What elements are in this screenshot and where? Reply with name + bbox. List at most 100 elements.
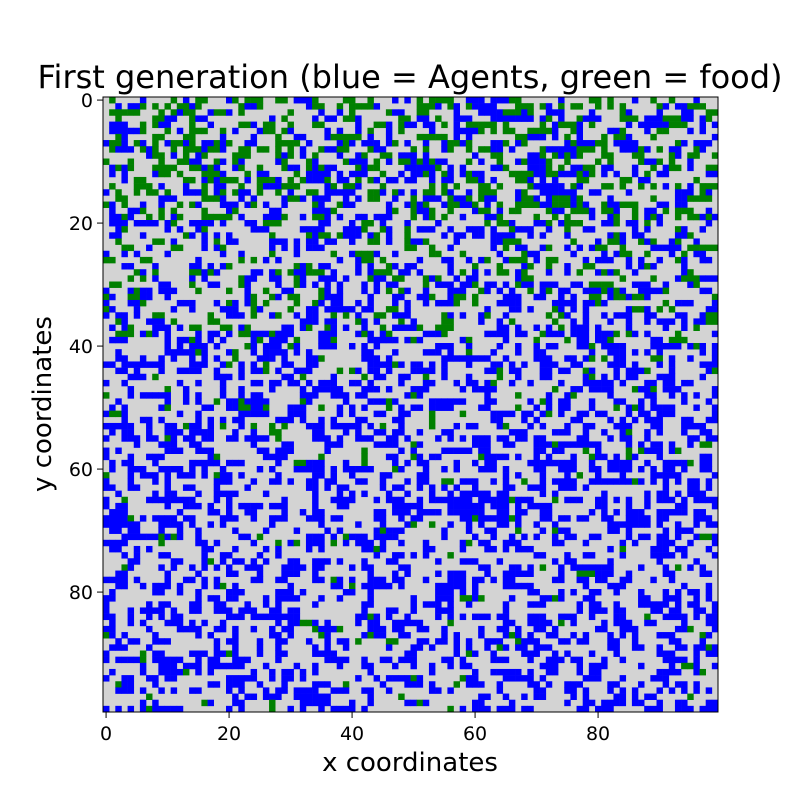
agent-cell: [182, 496, 190, 504]
agent-cell: [545, 330, 553, 338]
food-cell: [373, 158, 381, 165]
agent-cell: [576, 668, 583, 676]
agent-cell: [650, 576, 657, 584]
agent-cell: [502, 545, 510, 553]
agent-cell: [342, 392, 350, 399]
agent-cell: [459, 336, 467, 344]
agent-cell: [601, 478, 608, 485]
agent-cell: [705, 478, 713, 485]
agent-cell: [361, 613, 368, 621]
agent-cell: [416, 675, 424, 682]
agent-cell: [312, 601, 319, 608]
agent-cell: [195, 220, 202, 227]
agent-cell: [312, 318, 319, 325]
agent-cell: [385, 201, 393, 208]
agent-cell: [687, 490, 694, 498]
agent-cell: [681, 582, 688, 590]
agent-cell: [195, 533, 202, 541]
agent-cell: [490, 109, 497, 116]
agent-cell: [305, 140, 313, 147]
agent-cell: [502, 115, 510, 122]
agent-cell: [349, 533, 356, 541]
agent-cell: [367, 306, 374, 313]
agent-cell: [355, 533, 362, 541]
agent-cell: [441, 595, 448, 602]
agent-cell: [287, 404, 294, 411]
agent-cell: [545, 201, 553, 208]
agent-cell: [582, 318, 590, 325]
agent-cell: [256, 392, 264, 399]
agent-cell: [121, 146, 128, 153]
food-cell: [182, 668, 190, 676]
agent-cell: [275, 613, 282, 621]
agent-cell: [293, 570, 301, 577]
agent-cell: [324, 127, 331, 135]
food-cell: [293, 281, 301, 288]
agent-cell: [410, 447, 417, 454]
agent-cell: [281, 595, 288, 602]
agent-cell: [281, 324, 288, 331]
agent-cell: [318, 422, 325, 430]
food-cell: [699, 441, 706, 448]
agent-cell: [447, 607, 454, 614]
agent-cell: [324, 447, 331, 454]
agent-cell: [582, 632, 590, 639]
agent-cell: [711, 404, 719, 411]
food-cell: [662, 287, 670, 295]
agent-cell: [367, 361, 374, 368]
agent-cell: [705, 699, 713, 707]
agent-cell: [539, 662, 547, 670]
food-cell: [182, 176, 190, 184]
agent-cell: [256, 681, 264, 688]
food-cell: [447, 195, 454, 202]
agent-cell: [595, 662, 602, 670]
agent-cell: [349, 410, 356, 418]
agent-cell: [336, 441, 344, 448]
food-cell: [109, 109, 116, 116]
agent-cell: [674, 299, 682, 307]
food-cell: [127, 275, 135, 282]
agent-cell: [625, 576, 633, 584]
x-axis: 0 20 40 60 80: [100, 712, 610, 745]
agent-cell: [496, 410, 504, 418]
food-cell: [711, 152, 719, 159]
agent-cell: [699, 459, 706, 467]
food-cell: [170, 146, 178, 153]
food-cell: [582, 367, 590, 375]
agent-cell: [232, 238, 239, 245]
agent-cell: [195, 459, 202, 467]
agent-cell: [428, 379, 436, 387]
agent-cell: [213, 638, 221, 645]
food-cell: [158, 539, 165, 547]
agent-cell: [207, 662, 214, 670]
food-cell: [508, 496, 516, 504]
agent-cell: [146, 392, 153, 399]
agent-cell: [256, 170, 264, 178]
agent-cell: [189, 496, 196, 504]
agent-cell: [262, 201, 270, 208]
agent-cell: [601, 299, 608, 307]
agent-cell: [558, 589, 565, 596]
agent-cell: [668, 244, 676, 252]
food-cell: [269, 220, 276, 227]
food-cell: [201, 189, 208, 196]
agent-cell: [170, 195, 178, 202]
agent-cell: [244, 281, 251, 288]
food-cell: [699, 189, 706, 196]
agent-cell: [705, 589, 713, 596]
agent-cell: [570, 656, 577, 664]
agent-cell: [305, 459, 313, 467]
agent-cell: [201, 576, 208, 584]
agent-cell: [330, 441, 337, 448]
agent-cell: [158, 589, 165, 596]
food-cell: [275, 140, 282, 147]
agent-cell: [367, 576, 374, 584]
agent-cell: [226, 201, 233, 208]
agent-cell: [619, 343, 627, 350]
agent-cell: [662, 552, 670, 559]
agent-cell: [428, 164, 436, 172]
food-cell: [207, 318, 214, 325]
agent-cell: [650, 379, 657, 387]
agent-cell: [109, 306, 116, 313]
agent-cell: [595, 441, 602, 448]
